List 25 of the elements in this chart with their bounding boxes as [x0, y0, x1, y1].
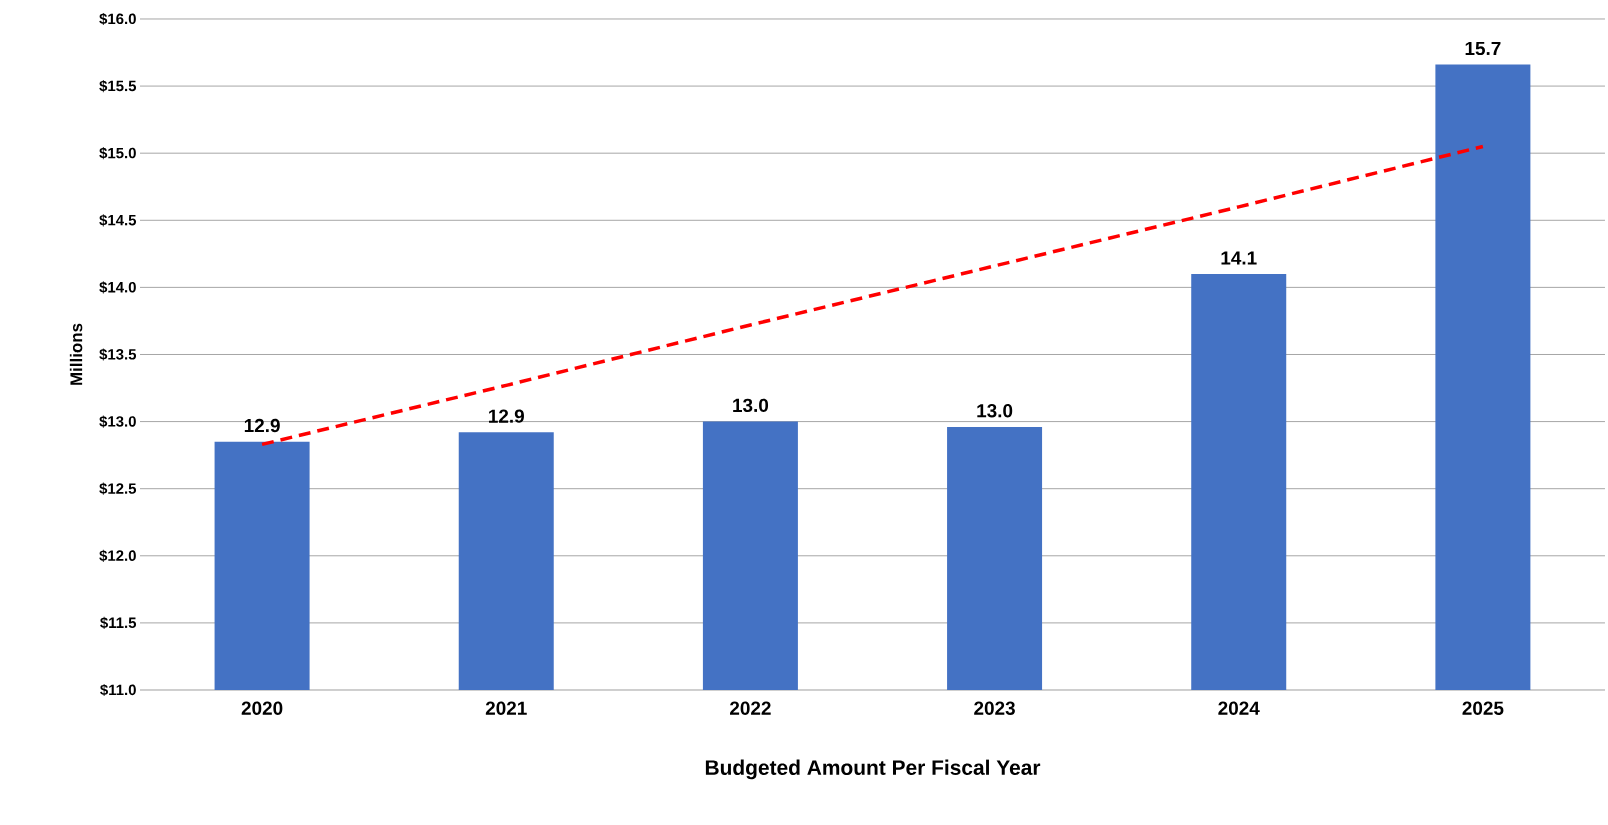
y-tick-label: $15.0 [99, 147, 136, 160]
x-tick-label: 2024 [1218, 701, 1260, 715]
y-tick-label: $12.5 [99, 482, 137, 495]
y-tick-label: $15.5 [99, 79, 137, 93]
data-label: 12.9 [244, 418, 280, 433]
x-tick-label: 2025 [1462, 701, 1504, 715]
x-tick-label: 2020 [241, 701, 283, 715]
y-tick-label: $12.0 [99, 549, 136, 562]
y-tick-label: $13.5 [99, 348, 137, 361]
y-tick-label: $14.5 [99, 214, 137, 227]
y-tick-label: $14.0 [99, 281, 136, 294]
y-tick-label: $16.0 [99, 12, 136, 26]
data-label: 15.7 [1465, 41, 1501, 56]
y-tick-label: $11.0 [100, 683, 136, 697]
x-tick-label: 2022 [730, 701, 771, 715]
data-label: 14.1 [1221, 251, 1257, 265]
x-axis-title: Budgeted Amount Per Fiscal Year [705, 759, 1041, 780]
x-tick-label: 2021 [485, 701, 527, 715]
data-label: 12.9 [489, 409, 524, 423]
data-label: 13.0 [733, 398, 769, 413]
y-tick-label: $11.5 [100, 616, 137, 629]
x-tick-label: 2023 [974, 701, 1015, 715]
data-label: 13.0 [977, 404, 1013, 418]
y-tick-label: $13.0 [99, 415, 136, 428]
y-axis-title: Millions [69, 323, 83, 385]
